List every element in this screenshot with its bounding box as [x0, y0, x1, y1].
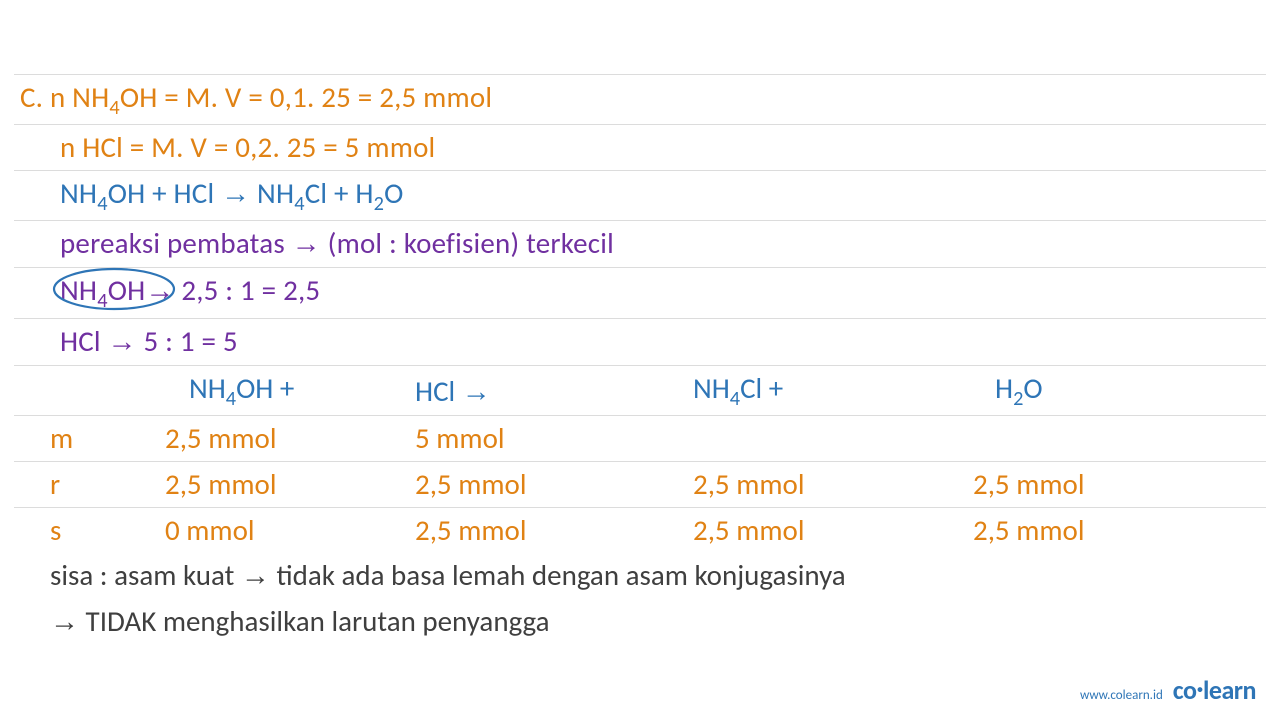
cell: 0 mmol [159, 507, 409, 552]
row-label-m: m [14, 415, 159, 461]
circled-nh4oh: NH4OH [60, 268, 145, 317]
logo-dot: · [1197, 672, 1203, 704]
logo-pre: co [1173, 674, 1197, 706]
logo-post: learn [1203, 674, 1256, 706]
line-2: n HCl = M. V = 0,2. 25 = 5 mmol [14, 125, 1266, 171]
cell: 2,5 mmol [967, 461, 1266, 507]
table-row: m 2,5 mmol 5 mmol [14, 415, 1266, 461]
table-row: s 0 mmol 2,5 mmol 2,5 mmol 2,5 mmol [14, 507, 1266, 552]
cell [687, 415, 967, 461]
line-3-equation: NH4OH + HCl → NH4Cl + H2O [14, 171, 1266, 221]
cell: 2,5 mmol [159, 415, 409, 461]
note2-text: → TIDAK menghasilkan larutan penyangga [50, 603, 550, 639]
table-header-nh4oh: NH4OH + [159, 366, 409, 416]
line2-text: n HCl = M. V = 0,2. 25 = 5 mmol [60, 129, 435, 165]
cell [967, 415, 1266, 461]
line3-text: NH4OH + HCl → NH4Cl + H2O [60, 175, 404, 211]
chemistry-slide: C. n NH4OH = M. V = 0,1. 25 = 2,5 mmol n… [0, 0, 1280, 720]
line-4-limiting: pereaksi pembatas → (mol : koefisien) te… [14, 221, 1266, 268]
line-5-nh4oh-ratio: NH4OH → 2,5 : 1 = 2,5 [14, 268, 1266, 318]
stoichiometry-table: NH4OH + HCl → NH4Cl + H2O m 2,5 mmol 5 m… [14, 366, 1266, 553]
cell: 2,5 mmol [687, 507, 967, 552]
footer-url: www.colearn.id [1080, 688, 1163, 703]
row-label-r: r [14, 461, 159, 507]
line6-text: HCl → 5 : 1 = 5 [60, 323, 238, 359]
table-header-h2o: H2O [967, 366, 1266, 416]
note-line-2: → TIDAK menghasilkan larutan penyangga [14, 599, 1266, 645]
line1-prefix: C. [20, 79, 50, 115]
cell: 2,5 mmol [967, 507, 1266, 552]
table-header-row: NH4OH + HCl → NH4Cl + H2O [14, 366, 1266, 416]
table-header-blank [14, 366, 159, 416]
line4-text: pereaksi pembatas → (mol : koefisien) te… [60, 225, 614, 261]
footer-logo: co·learn [1173, 674, 1256, 706]
line5-rest: → 2,5 : 1 = 2,5 [145, 272, 320, 308]
line5-circled-text: NH4OH [60, 272, 145, 308]
note1-text: sisa : asam kuat → tidak ada basa lemah … [50, 557, 846, 593]
cell: 2,5 mmol [159, 461, 409, 507]
table-header-hcl: HCl → [409, 366, 687, 416]
cell: 2,5 mmol [409, 461, 687, 507]
line1-text: n NH4OH = M. V = 0,1. 25 = 2,5 mmol [50, 79, 492, 115]
line-6-hcl-ratio: HCl → 5 : 1 = 5 [14, 319, 1266, 366]
table-row: r 2,5 mmol 2,5 mmol 2,5 mmol 2,5 mmol [14, 461, 1266, 507]
row-label-s: s [14, 507, 159, 552]
note-line-1: sisa : asam kuat → tidak ada basa lemah … [14, 553, 1266, 599]
footer: www.colearn.id co·learn [1080, 674, 1256, 706]
table-header-nh4cl: NH4Cl + [687, 366, 967, 416]
cell: 2,5 mmol [687, 461, 967, 507]
cell: 5 mmol [409, 415, 687, 461]
cell: 2,5 mmol [409, 507, 687, 552]
line-1: C. n NH4OH = M. V = 0,1. 25 = 2,5 mmol [14, 74, 1266, 125]
